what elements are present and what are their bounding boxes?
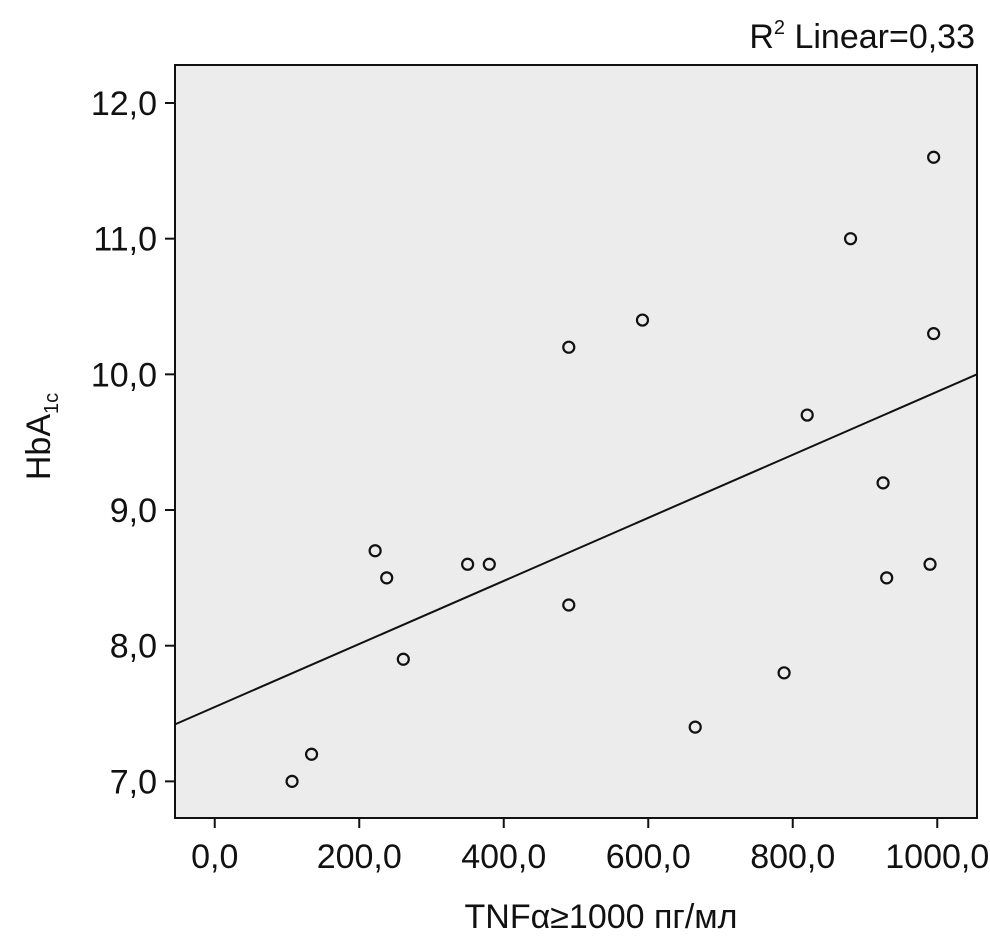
r2-text: Linear=0,33	[785, 18, 975, 56]
data-point	[923, 557, 937, 571]
data-point	[368, 544, 382, 558]
y-tick-label: 11,0	[93, 221, 157, 259]
data-point	[285, 774, 299, 788]
data-point	[777, 666, 791, 680]
data-point	[843, 232, 858, 246]
y-axis-label: HbA1c	[20, 393, 63, 480]
data-point	[927, 150, 941, 164]
x-tick-label: 0,0	[191, 838, 238, 876]
data-point	[800, 408, 814, 422]
plot-frame	[174, 64, 978, 819]
data-point	[880, 571, 894, 585]
x-tick-label: 600,0	[606, 838, 691, 876]
y-tick-label: 8,0	[110, 628, 157, 666]
x-tick-label: 800,0	[750, 838, 835, 876]
y-tick-label: 10,0	[91, 356, 157, 394]
data-point	[562, 598, 576, 612]
data-point	[876, 476, 890, 490]
y-axis-label-subscript: 1c	[41, 393, 63, 414]
y-tick-label: 12,0	[91, 85, 157, 123]
data-point	[482, 557, 496, 571]
x-tick-label: 1000,0	[885, 838, 989, 876]
r2-prefix: R	[749, 18, 774, 56]
x-tick-label: 400,0	[461, 838, 546, 876]
data-point	[927, 327, 941, 341]
r2-superscript: 2	[774, 17, 785, 39]
data-point	[688, 720, 702, 734]
x-tick-label: 200,0	[317, 838, 402, 876]
y-tick-label: 9,0	[110, 492, 157, 530]
fit-line	[174, 373, 978, 726]
x-axis-label: TNFα≥1000 пг/мл	[465, 898, 738, 936]
data-point	[562, 340, 576, 354]
plot-area	[175, 65, 977, 818]
r2-annotation: R2 Linear=0,33	[749, 17, 975, 56]
data-point	[635, 313, 650, 327]
y-tick-label: 7,0	[110, 763, 157, 801]
data-point	[396, 652, 410, 666]
data-point	[304, 747, 319, 761]
data-point	[380, 571, 394, 585]
y-axis-label-main: HbA	[20, 414, 58, 480]
data-point	[461, 557, 475, 571]
